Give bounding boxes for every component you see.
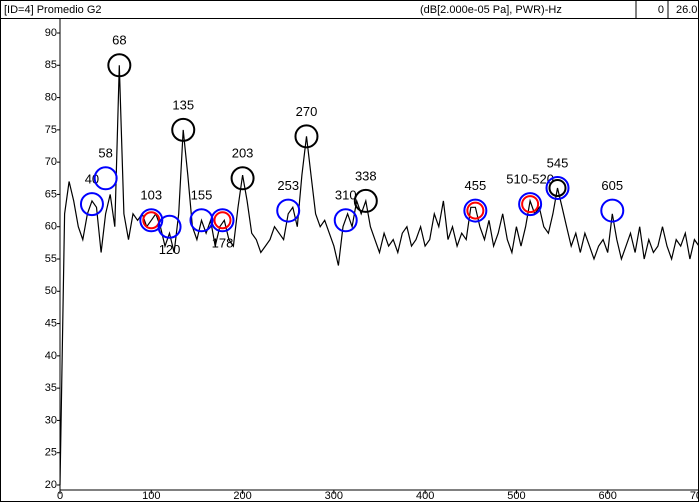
x-tick-label: 400 [416,490,434,502]
marker-label: 455 [464,178,486,193]
marker-label: 68 [112,33,126,48]
marker-ring [142,211,161,230]
marker-ring [353,188,378,213]
marker-label: 178 [212,236,234,251]
marker-ring [276,198,301,223]
y-tick-label: 25 [45,447,57,459]
header-value: 0 [658,4,664,16]
marker-ring [463,198,488,223]
y-tick-label: 40 [45,350,57,362]
marker-ring [333,208,358,233]
marker-ring [518,192,543,217]
marker-ring [139,208,164,233]
marker-ring [157,214,182,239]
marker-label: 103 [140,188,162,203]
y-tick-label: 70 [45,156,57,168]
x-tick-label: 500 [507,490,525,502]
marker-ring [294,124,319,149]
marker-label: 155 [191,188,213,203]
marker-label: 338 [355,168,377,183]
chart-title: [ID=4] Promedio G2 [4,4,102,16]
marker-ring [210,208,235,233]
marker-label: 270 [296,104,318,119]
marker-label: 605 [601,178,623,193]
marker-ring [171,117,196,142]
marker-ring [230,166,255,191]
y-tick-label: 80 [45,91,57,103]
y-tick-label: 60 [45,221,57,233]
y-tick-label: 50 [45,285,57,297]
y-tick-label: 20 [45,479,57,491]
x-tick-label: 0 [57,490,63,502]
marker-ring [545,175,570,200]
marker-ring [521,195,540,214]
marker-label: 203 [232,146,254,161]
y-tick-label: 55 [45,253,57,265]
y-tick-label: 65 [45,188,57,200]
x-tick-label: 600 [599,490,617,502]
marker-ring [93,166,118,191]
marker-label: 135 [172,97,194,112]
marker-ring [213,211,232,230]
spectrum-line [59,65,699,486]
marker-ring [189,208,214,233]
y-tick-label: 75 [45,124,57,136]
marker-label: 510-520 [506,172,554,187]
marker-ring [600,198,625,223]
marker-label: 120 [159,242,181,257]
marker-label: 545 [547,155,569,170]
y-tick-label: 35 [45,382,57,394]
header-value: 26.0 [676,4,697,16]
x-tick-label: 100 [142,490,160,502]
marker-ring [548,178,567,197]
unit-label: (dB[2.000e-05 Pa], PWR)-Hz [420,4,562,16]
x-tick-label: 700 [690,490,699,502]
y-tick-label: 45 [45,317,57,329]
y-tick-label: 85 [45,59,57,71]
y-tick-label: 90 [45,27,57,39]
marker-ring [79,192,104,217]
x-tick-label: 200 [233,490,251,502]
marker-ring [466,201,485,220]
marker-ring [107,53,132,78]
marker-label: 310 [335,188,357,203]
header-bar [0,0,699,19]
x-tick-label: 300 [325,490,343,502]
marker-label: 58 [98,146,112,161]
y-tick-label: 30 [45,414,57,426]
marker-label: 253 [277,178,299,193]
